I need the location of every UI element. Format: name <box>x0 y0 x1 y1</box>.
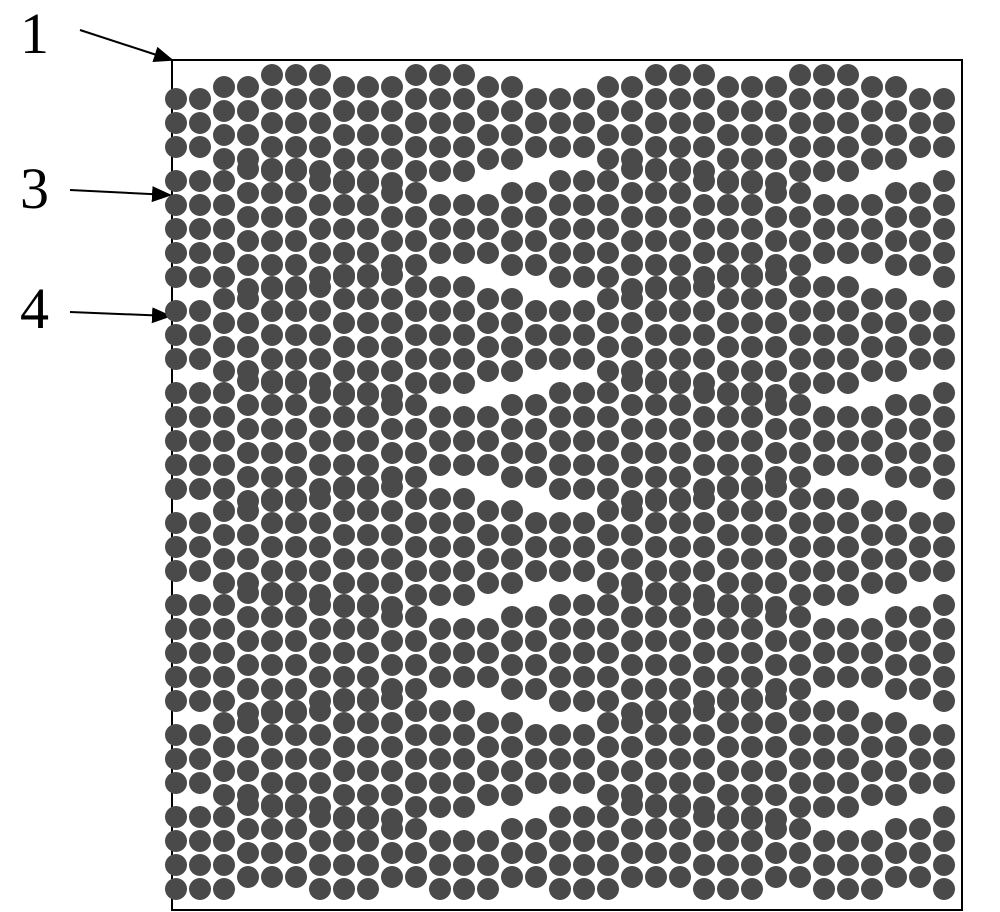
arrow-3 <box>70 190 170 195</box>
arrow-1 <box>80 30 172 60</box>
dot-pattern <box>165 64 955 900</box>
callout-label-1: 1 <box>20 0 49 67</box>
callout-label-4: 4 <box>20 275 49 342</box>
callout-label-3: 3 <box>20 155 49 222</box>
diagram-svg <box>0 0 1000 912</box>
arrow-4 <box>70 312 170 316</box>
callout-arrows <box>70 30 172 316</box>
